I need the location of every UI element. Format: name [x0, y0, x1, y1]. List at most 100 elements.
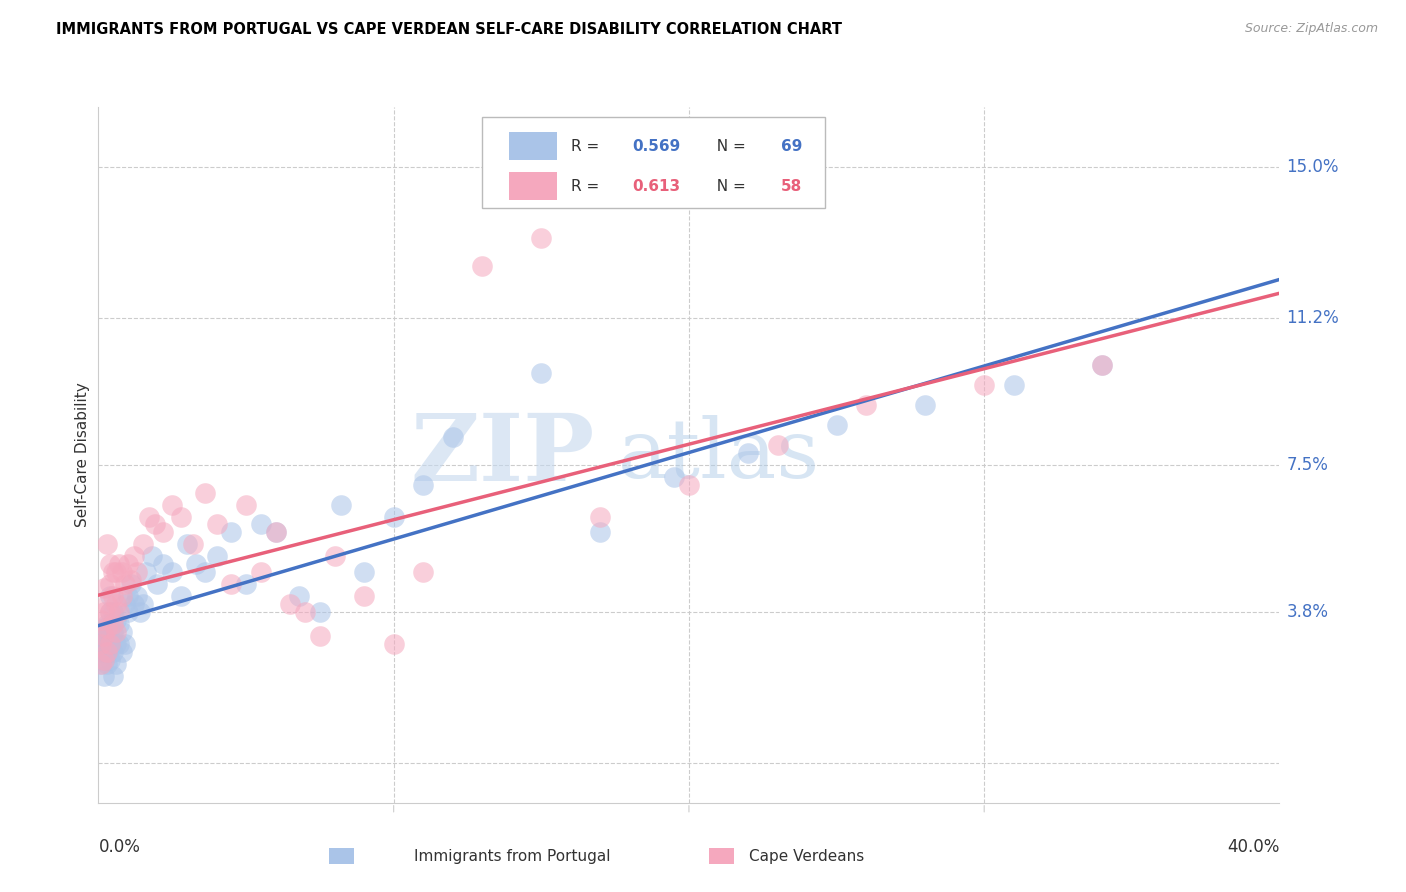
FancyBboxPatch shape [509, 132, 557, 160]
Point [323, 549, 346, 564]
Point [93, 629, 115, 643]
Point [353, 565, 375, 579]
Point [96, 629, 118, 643]
Point [90, 645, 112, 659]
Point [93, 653, 115, 667]
Point [530, 231, 553, 245]
Text: IMMIGRANTS FROM PORTUGAL VS CAPE VERDEAN SELF-CARE DISABILITY CORRELATION CHART: IMMIGRANTS FROM PORTUGAL VS CAPE VERDEAN… [56, 22, 842, 37]
Text: Cape Verdeans: Cape Verdeans [749, 849, 865, 863]
Point [117, 558, 139, 572]
Point [111, 565, 134, 579]
Point [105, 657, 128, 671]
Text: R =: R = [571, 178, 605, 194]
Point [122, 597, 145, 611]
Point [96, 621, 118, 635]
Point [329, 498, 352, 512]
Point [105, 624, 128, 639]
Point [98, 637, 121, 651]
Point [98, 558, 121, 572]
Point [135, 565, 157, 579]
Point [441, 430, 464, 444]
Point [278, 597, 302, 611]
Point [471, 259, 494, 273]
Point [114, 577, 136, 591]
Point [103, 589, 125, 603]
Point [973, 378, 995, 392]
Point [162, 498, 183, 512]
Point [105, 597, 128, 611]
Point [219, 577, 242, 591]
Point [664, 470, 686, 484]
Text: R =: R = [571, 138, 605, 153]
Text: ZIP: ZIP [411, 410, 595, 500]
Point [120, 573, 142, 587]
Point [382, 509, 405, 524]
Point [141, 549, 163, 564]
Text: N =: N = [707, 138, 751, 153]
Point [678, 477, 700, 491]
Point [170, 509, 193, 524]
Text: Immigrants from Portugal: Immigrants from Portugal [413, 849, 610, 863]
Point [105, 565, 128, 579]
Point [111, 645, 134, 659]
Point [93, 605, 115, 619]
Point [114, 637, 136, 651]
Point [125, 589, 148, 603]
Point [176, 537, 198, 551]
Point [98, 637, 121, 651]
Text: 40.0%: 40.0% [1227, 838, 1279, 856]
Point [122, 549, 145, 564]
Point [353, 589, 375, 603]
Point [90, 637, 112, 651]
Point [98, 577, 121, 591]
Point [105, 613, 128, 627]
Point [96, 637, 118, 651]
Point [90, 613, 112, 627]
Point [128, 605, 150, 619]
Point [103, 616, 125, 631]
Point [93, 637, 115, 651]
Point [90, 657, 112, 671]
Text: 69: 69 [782, 138, 803, 153]
Point [96, 645, 118, 659]
Point [152, 558, 174, 572]
Point [96, 537, 118, 551]
Point [1091, 359, 1114, 373]
Point [530, 367, 553, 381]
Text: N =: N = [707, 178, 751, 194]
Text: 0.0%: 0.0% [98, 838, 141, 856]
Point [309, 605, 332, 619]
Point [132, 597, 155, 611]
Point [120, 577, 142, 591]
Point [90, 637, 112, 651]
Point [194, 565, 217, 579]
Point [152, 525, 174, 540]
Point [382, 637, 405, 651]
Point [250, 517, 273, 532]
Point [93, 653, 115, 667]
Point [93, 581, 115, 595]
Text: 0.569: 0.569 [633, 138, 681, 153]
Point [264, 525, 287, 540]
Point [219, 525, 242, 540]
Point [589, 525, 612, 540]
Point [250, 565, 273, 579]
Point [125, 565, 148, 579]
Point [412, 565, 434, 579]
Point [205, 549, 228, 564]
Text: 0.613: 0.613 [633, 178, 681, 194]
Point [111, 624, 134, 639]
Point [855, 398, 877, 412]
Point [103, 645, 125, 659]
Point [108, 605, 131, 619]
Point [90, 657, 112, 671]
Text: atlas: atlas [619, 415, 820, 495]
Point [766, 438, 789, 452]
Point [96, 616, 118, 631]
Point [108, 558, 131, 572]
Point [132, 537, 155, 551]
Point [105, 637, 128, 651]
Text: Source: ZipAtlas.com: Source: ZipAtlas.com [1244, 22, 1378, 36]
Point [93, 621, 115, 635]
Point [96, 597, 118, 611]
